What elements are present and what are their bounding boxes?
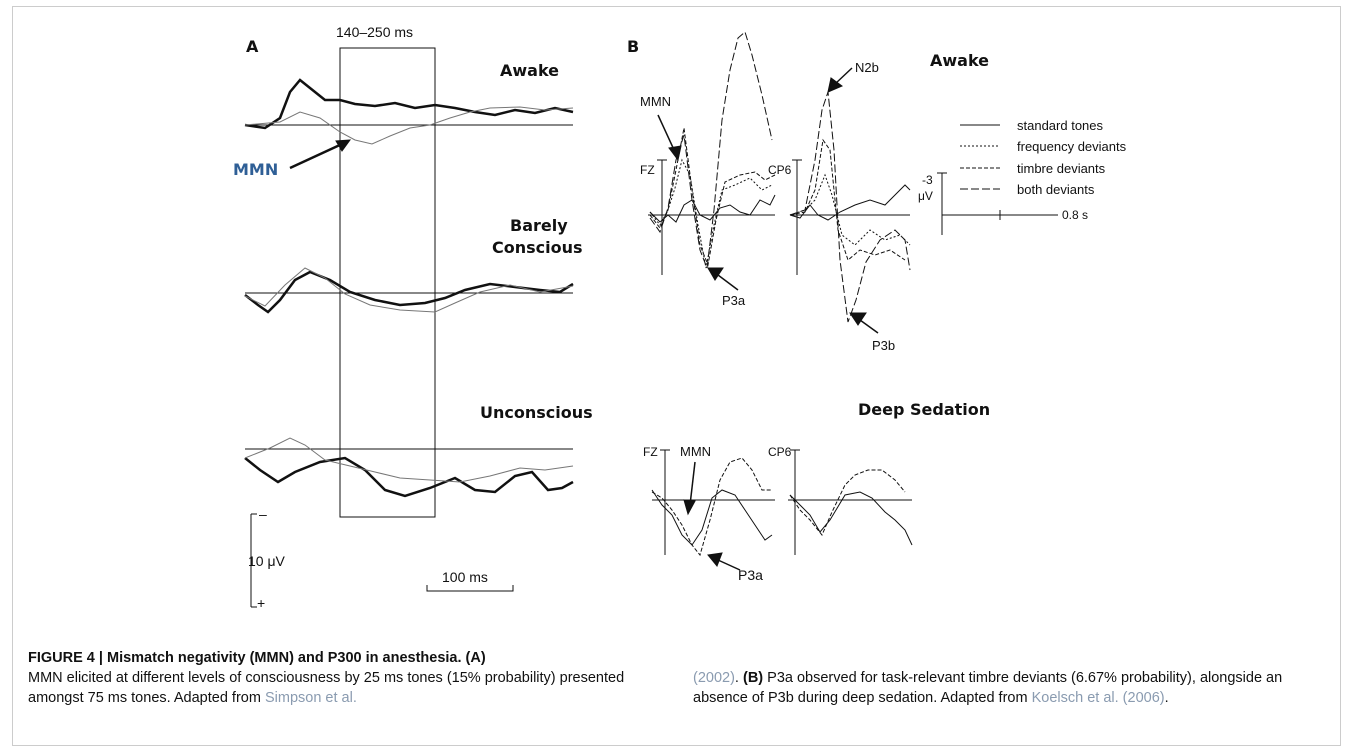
trace — [649, 158, 773, 269]
arrow — [689, 461, 696, 506]
panel-label: A — [246, 37, 259, 56]
reference-link[interactable]: Koelsch et al. (2006) — [1031, 690, 1165, 706]
peak-label: P3a — [738, 567, 763, 583]
trace — [244, 78, 574, 130]
condition-label: Awake — [500, 61, 559, 80]
trace — [244, 267, 574, 313]
channel-label: CP6 — [768, 163, 792, 177]
scale-bar — [426, 585, 514, 592]
legend-entry: frequency deviants — [1017, 139, 1127, 154]
caption-text: P3a observed for task-relevant timbre de… — [693, 670, 1283, 706]
scale-label: + — [257, 595, 265, 611]
trace — [789, 173, 911, 246]
caption-label: (B) — [742, 670, 764, 686]
trace — [649, 31, 773, 269]
trace — [789, 91, 911, 323]
trace — [651, 457, 772, 557]
caption-title: FIGURE 4 | Mismatch negativity (MMN) and… — [28, 650, 486, 666]
arrow — [717, 274, 739, 291]
legend-entry: both deviants — [1017, 182, 1095, 197]
arrow — [657, 114, 676, 153]
arrowhead — [335, 139, 352, 152]
caption-left: FIGURE 4 | Mismatch negativity (MMN) and… — [28, 648, 668, 708]
trace — [244, 437, 574, 483]
condition-label: Unconscious — [480, 403, 593, 422]
trace — [789, 469, 906, 536]
peak-label: N2b — [855, 60, 879, 75]
condition-label: Conscious — [492, 238, 583, 257]
trace — [789, 491, 913, 546]
scale-label: -3 — [922, 173, 933, 187]
mmn-label: MMN — [233, 160, 278, 179]
window-box — [339, 47, 436, 518]
trace — [244, 270, 574, 314]
trace — [651, 489, 773, 546]
caption-text: . — [1164, 690, 1169, 706]
peak-label: MMN — [680, 444, 711, 459]
window-label: 140–250 ms — [336, 24, 413, 40]
arrowhead — [849, 312, 867, 326]
peak-label: P3a — [722, 293, 746, 308]
reference-link[interactable]: Simpson et al. — [264, 690, 357, 706]
scale-label: 100 ms — [442, 569, 488, 585]
condition-label: Deep Sedation — [858, 400, 990, 419]
scale-label: μV — [918, 189, 933, 203]
trace — [649, 127, 776, 267]
arrow — [289, 142, 343, 170]
arrowhead — [668, 145, 682, 162]
caption-text: . — [734, 670, 739, 686]
condition-label: Awake — [930, 51, 989, 70]
trace — [244, 456, 574, 498]
arrowhead — [827, 77, 844, 93]
reference-link[interactable]: (2002) — [693, 670, 735, 686]
legend-entry: standard tones — [1017, 118, 1104, 133]
condition-label: Barely — [510, 216, 568, 235]
arrow — [859, 319, 879, 334]
legend-entry: timbre deviants — [1017, 161, 1106, 176]
trace — [244, 106, 574, 145]
trace — [789, 138, 906, 261]
arrow — [717, 559, 741, 571]
channel-label: CP6 — [768, 445, 792, 459]
trace — [649, 194, 776, 223]
caption-text: MMN elicited at different levels of cons… — [28, 670, 625, 706]
arrowhead — [683, 499, 696, 516]
panel-label: B — [627, 37, 639, 56]
caption-right: (2002). (B) P3a observed for task-releva… — [693, 668, 1313, 708]
scale-label: 0.8 s — [1062, 208, 1088, 222]
arrowhead — [707, 267, 724, 281]
scale-label: – — [259, 506, 267, 522]
arrowhead — [707, 552, 723, 567]
channel-label: FZ — [640, 163, 655, 177]
peak-label: P3b — [872, 338, 895, 353]
scale-label: 10 μV — [248, 553, 286, 569]
channel-label: FZ — [643, 445, 658, 459]
arrow — [834, 67, 853, 85]
peak-label: MMN — [640, 94, 671, 109]
